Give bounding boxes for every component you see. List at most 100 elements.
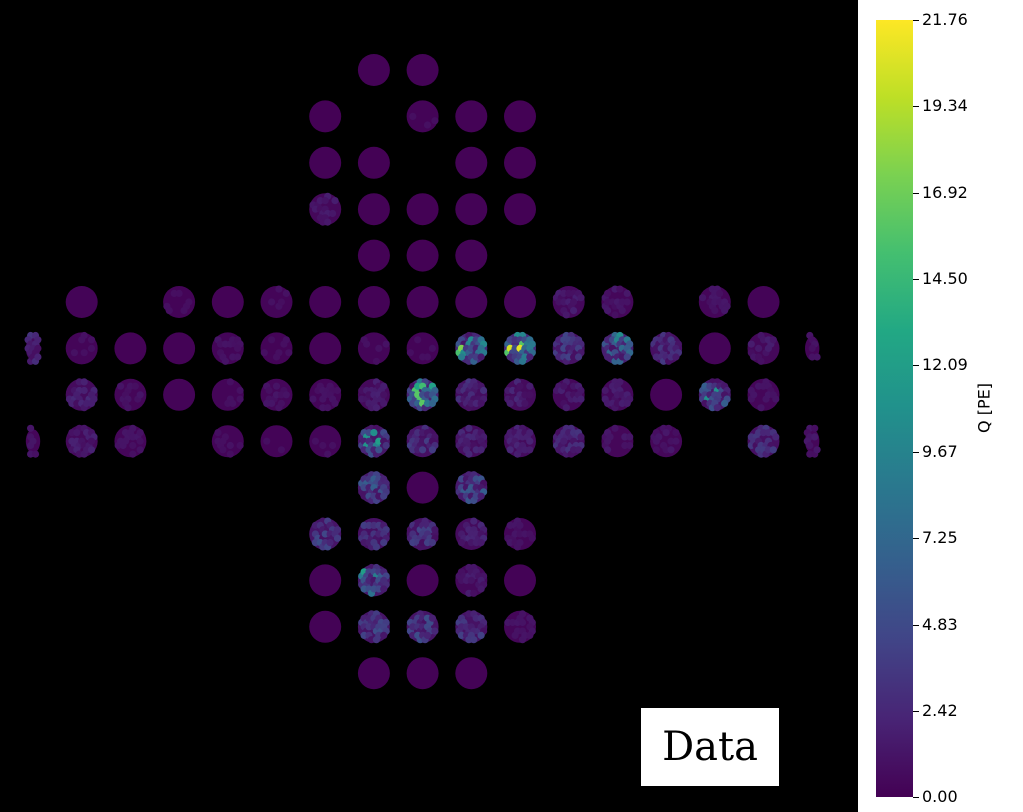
colorbar-label: Q [PE] xyxy=(974,383,994,433)
colorbar-tick xyxy=(913,20,919,21)
module-pixel xyxy=(428,399,436,407)
camera-module xyxy=(455,517,488,550)
module-pixel xyxy=(87,399,96,407)
module-pixel xyxy=(27,424,35,432)
module-base xyxy=(357,657,390,690)
module-pixel xyxy=(263,437,271,445)
colorbar-tick-label: 7.25 xyxy=(922,528,958,548)
module-pixel xyxy=(272,353,281,361)
camera-module xyxy=(698,378,731,412)
module-pixel xyxy=(380,391,388,399)
colorbar xyxy=(876,20,913,797)
module-pixel xyxy=(423,353,432,361)
module-pixel xyxy=(764,344,773,352)
camera-module xyxy=(455,100,488,133)
module-base xyxy=(650,378,683,411)
module-base xyxy=(357,193,390,226)
camera-display xyxy=(0,0,858,812)
module-pixel xyxy=(428,446,436,454)
module-pixel xyxy=(626,441,634,450)
camera-module xyxy=(504,286,536,318)
module-pixel xyxy=(129,450,137,458)
module-pixel xyxy=(136,429,144,437)
module-pixel xyxy=(577,433,585,441)
module-base xyxy=(309,564,342,597)
module-pixel xyxy=(750,391,758,399)
camera-module xyxy=(601,331,634,365)
camera-module xyxy=(552,424,585,458)
camera-module xyxy=(357,471,390,505)
module-pixel xyxy=(423,121,432,129)
module-pixel xyxy=(268,336,276,344)
module-pixel xyxy=(87,446,96,454)
colorbar-tick xyxy=(913,451,919,453)
module-pixel xyxy=(221,357,229,365)
colorbar-tick xyxy=(913,106,919,108)
module-pixel xyxy=(121,437,130,445)
camera-module xyxy=(25,424,41,458)
module-pixel xyxy=(457,353,466,361)
module-pixel xyxy=(618,307,626,315)
colorbar-tick xyxy=(913,279,919,281)
module-pixel xyxy=(372,404,380,412)
module-pixel xyxy=(652,446,660,454)
camera-module xyxy=(504,378,536,411)
module-base xyxy=(406,286,439,318)
camera-module xyxy=(747,378,780,412)
module-pixel xyxy=(124,404,132,412)
camera-module xyxy=(455,146,488,179)
camera-module xyxy=(406,286,439,318)
colorbar-tick-label: 4.83 xyxy=(922,614,958,634)
module-pixel xyxy=(382,340,390,348)
camera-module xyxy=(650,378,683,411)
module-pixel xyxy=(721,307,729,315)
module-base xyxy=(357,239,390,272)
module-pixel xyxy=(34,344,42,352)
module-pixel xyxy=(277,399,285,407)
colorbar-tick-label: 14.50 xyxy=(922,269,968,289)
camera-module xyxy=(601,378,634,412)
module-base xyxy=(309,286,342,318)
camera-module xyxy=(211,425,244,458)
colorbar-tick-label: 21.76 xyxy=(922,10,968,29)
module-pixel xyxy=(265,386,273,395)
camera-module xyxy=(455,193,488,226)
camera-module xyxy=(650,331,683,365)
camera-module xyxy=(650,424,683,458)
module-pixel xyxy=(813,353,821,361)
module-pixel xyxy=(324,450,332,458)
module-pixel xyxy=(87,437,96,445)
module-base xyxy=(747,286,780,318)
camera-module xyxy=(309,564,342,597)
module-base xyxy=(406,471,439,504)
camera-module xyxy=(114,424,147,458)
module-pixel xyxy=(80,349,88,357)
module-pixel xyxy=(699,294,707,302)
module-base xyxy=(309,332,342,365)
module-pixel xyxy=(380,585,388,593)
module-pixel xyxy=(268,298,276,306)
camera-module xyxy=(406,332,439,365)
camera-module xyxy=(24,331,42,365)
camera-module xyxy=(455,424,488,458)
module-pixel xyxy=(260,349,268,357)
colorbar-tick-label: 19.34 xyxy=(922,96,968,116)
camera-module xyxy=(504,424,536,458)
module-pixel xyxy=(772,395,780,403)
module-pixel xyxy=(526,353,534,361)
module-pixel xyxy=(516,539,524,547)
module-pixel xyxy=(268,399,276,407)
module-pixel xyxy=(372,357,380,365)
camera-module xyxy=(65,331,98,365)
module-pixel xyxy=(806,441,814,450)
module-pixel xyxy=(326,539,334,547)
module-pixel xyxy=(285,349,293,357)
camera-module xyxy=(114,378,147,412)
camera-module xyxy=(211,378,244,411)
module-pixel xyxy=(511,631,519,640)
module-pixel xyxy=(236,386,244,395)
camera-module xyxy=(357,146,390,179)
camera-module xyxy=(601,285,634,319)
module-pixel xyxy=(214,429,222,437)
module-pixel xyxy=(372,543,380,551)
